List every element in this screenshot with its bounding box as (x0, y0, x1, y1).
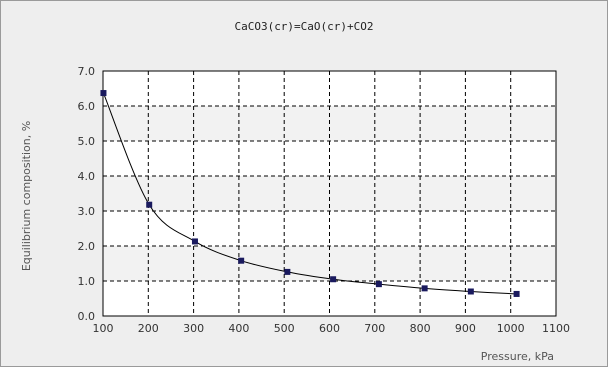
data-point (330, 276, 337, 283)
data-point (513, 290, 520, 297)
y-tick-label: 0.0 (78, 310, 96, 323)
data-point (100, 90, 107, 97)
y-tick-label: 4.0 (78, 170, 96, 183)
x-tick-label: 200 (138, 322, 159, 335)
x-tick-label: 1100 (542, 322, 570, 335)
x-tick-label: 300 (183, 322, 204, 335)
y-axis-label: Equilibrium composition, % (20, 121, 33, 271)
data-point (191, 238, 198, 245)
data-point (421, 285, 428, 292)
y-tick-label: 7.0 (78, 65, 96, 78)
y-tick-label: 5.0 (78, 135, 96, 148)
x-tick-label: 100 (93, 322, 114, 335)
y-tick-label: 6.0 (78, 100, 96, 113)
x-tick-label: 800 (410, 322, 431, 335)
y-tick-label: 1.0 (78, 275, 96, 288)
x-axis-label: Pressure, kPa (481, 350, 554, 363)
series-line (102, 92, 517, 295)
y-tick-label: 3.0 (78, 205, 96, 218)
data-point (375, 281, 382, 288)
x-tick-label: 900 (455, 322, 476, 335)
plot-area: 100 200 300 400 500 600 700 800 900 1000 1100 0.0 1.… (78, 65, 571, 335)
x-tick-label: 500 (274, 322, 295, 335)
y-tick-label: 2.0 (78, 240, 96, 253)
x-tick-label: 600 (319, 322, 340, 335)
x-tick-label: 400 (228, 322, 249, 335)
x-tick-label: 700 (364, 322, 385, 335)
data-point (146, 201, 153, 208)
data-point (467, 288, 474, 295)
x-tick-label: 1000 (497, 322, 525, 335)
chart-title: CaCO3(cr)=CaO(cr)+CO2 (234, 20, 373, 33)
data-point (238, 257, 245, 264)
data-point (284, 268, 291, 275)
plot-border (102, 70, 557, 317)
